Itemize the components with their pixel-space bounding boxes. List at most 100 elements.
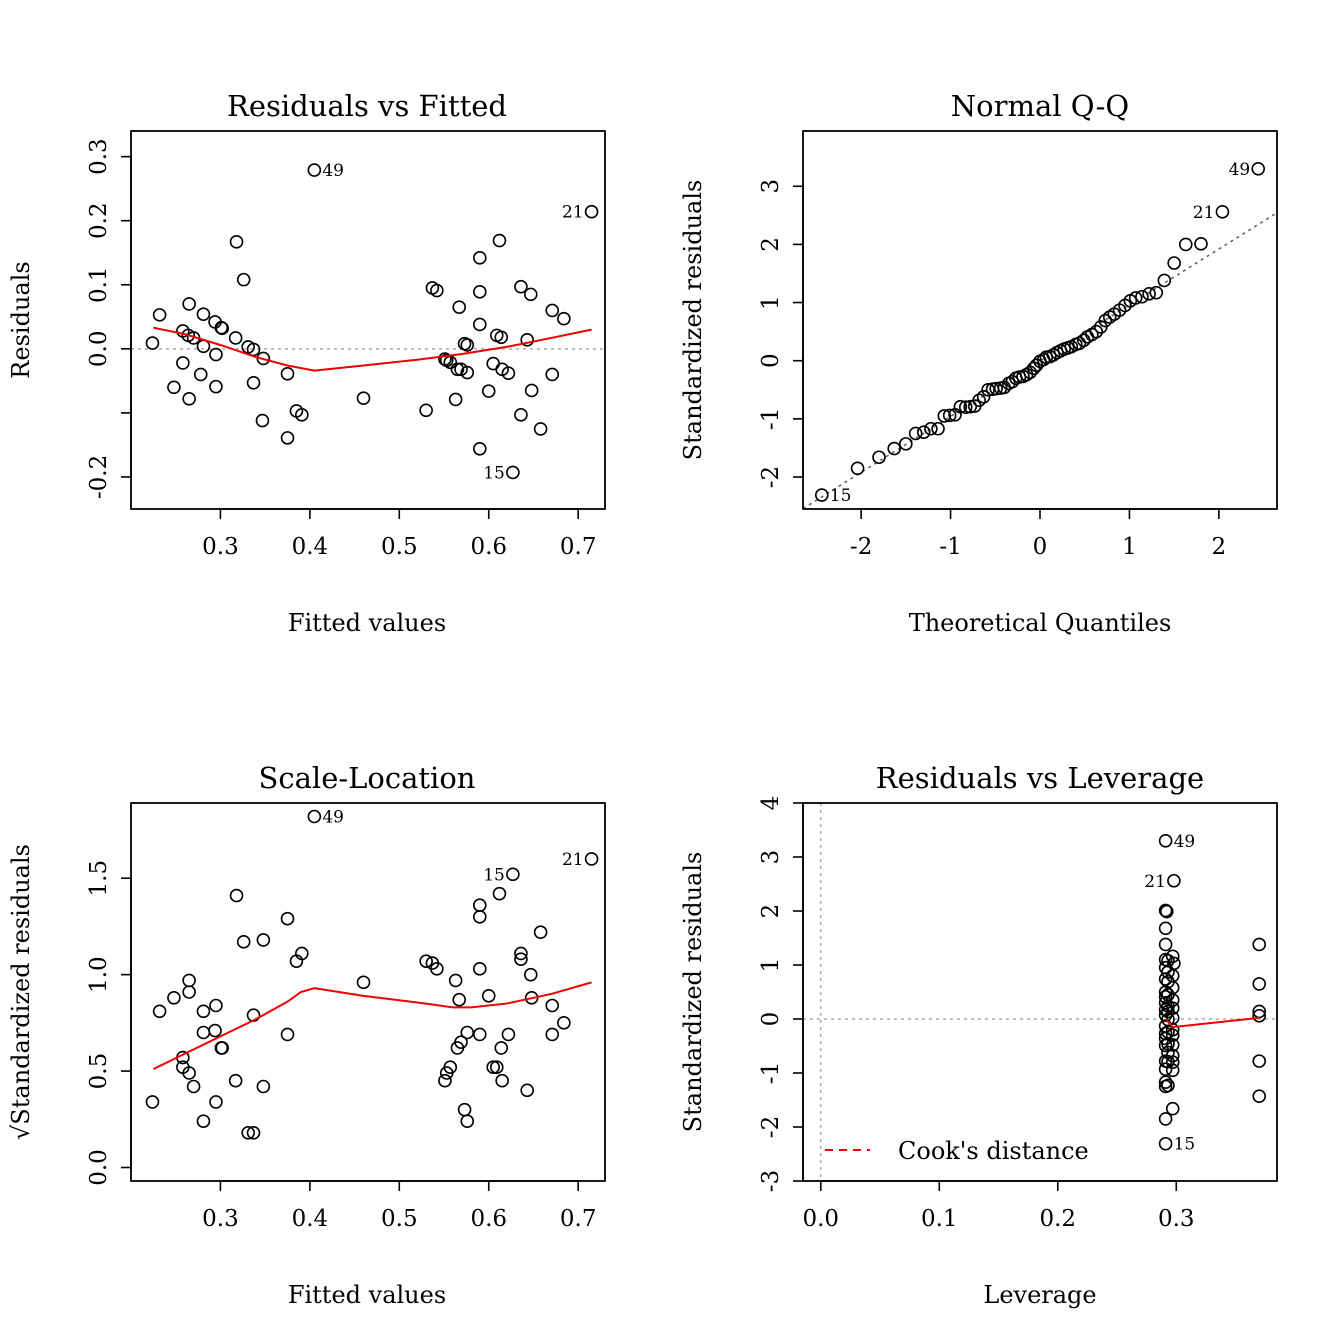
data-point: [280, 1027, 295, 1042]
y-tick-label: -0.2: [86, 455, 112, 499]
data-point: [514, 408, 528, 422]
data-point: [307, 809, 322, 824]
data-point: [976, 389, 991, 404]
outlier-label: 21: [1193, 203, 1215, 223]
data-point: [1158, 1112, 1173, 1126]
data-point: [1161, 1037, 1175, 1051]
data-point: [494, 1041, 509, 1055]
data-point: [448, 392, 463, 407]
data-point: [1005, 374, 1020, 389]
data-point: [942, 408, 957, 423]
data-point: [246, 1125, 261, 1140]
data-point: [460, 1114, 475, 1129]
y-tick-label: 1.5: [86, 860, 112, 897]
data-point: [152, 308, 167, 322]
data-point: [1252, 977, 1267, 991]
x-tick-label: 1: [1122, 534, 1137, 560]
data-point: [452, 992, 467, 1007]
outlier-label: 15: [483, 865, 505, 885]
smoother-line: [153, 326, 592, 372]
data-point: [514, 946, 528, 961]
data-point: [307, 163, 322, 177]
data-point: [457, 1102, 472, 1117]
data-point: [452, 300, 467, 314]
point-labels: 49 21 15: [830, 160, 1250, 506]
data-point: [1135, 289, 1149, 304]
data-point: [584, 204, 599, 219]
data-point: [236, 272, 251, 287]
x-tick-label: 0.5: [381, 1206, 418, 1232]
data-point: [494, 330, 509, 345]
data-point: [255, 413, 270, 428]
data-point: [931, 421, 945, 436]
data-point: [963, 399, 978, 414]
panel-title: Residuals vs Leverage: [876, 761, 1204, 795]
data-point: [209, 379, 223, 394]
data-point: [506, 867, 520, 882]
data-point: [196, 1004, 211, 1019]
data-point: [887, 441, 902, 456]
x-tick-label: 0.6: [470, 534, 507, 560]
x-tick-label: 0.7: [560, 534, 597, 560]
data-point: [448, 973, 463, 988]
data-point: [523, 967, 538, 982]
data-point: [1158, 921, 1173, 936]
panel-residuals-vs-leverage: Residuals vs Leverage Leverage Standardi…: [679, 761, 1278, 1309]
x-tick-label: 0: [1033, 534, 1048, 560]
data-point: [492, 233, 507, 248]
data-point: [1158, 903, 1173, 918]
panel-title: Normal Q-Q: [951, 89, 1129, 123]
data-point: [1089, 324, 1104, 339]
x-tick-label: 0.0: [802, 1206, 839, 1232]
data-point: [450, 362, 465, 377]
x-axis-label: Fitted values: [288, 609, 446, 637]
data-point: [209, 1095, 223, 1109]
plot-frame: [130, 130, 606, 510]
data-point: [1149, 285, 1164, 300]
data-point: [1158, 833, 1173, 848]
y-tick-label: 1: [758, 295, 784, 310]
data-point: [545, 998, 560, 1013]
data-point: [1252, 1004, 1267, 1019]
y-tick-label: -3: [758, 1170, 784, 1192]
data-point: [182, 973, 196, 988]
outlier-label: 21: [562, 203, 584, 223]
data-point: [289, 954, 304, 968]
data-point: [229, 235, 244, 249]
data-point: [182, 1066, 196, 1080]
outlier-label: 15: [1174, 1135, 1196, 1155]
data-point: [356, 975, 371, 990]
data-point: [472, 1027, 487, 1042]
data-point: [545, 1027, 560, 1042]
data-point: [524, 383, 539, 398]
y-tick-label: 0.3: [86, 138, 112, 175]
y-tick-label: 3: [758, 850, 784, 865]
y-tick-label: 0: [758, 1012, 784, 1027]
axis-ticks: 0.0 0.1 0.2 0.3 -3 -2 -1 0 1 2 3 4: [758, 796, 1195, 1232]
x-tick-label: 0.3: [1158, 1206, 1195, 1232]
plot-frame: [802, 802, 1278, 1182]
data-point: [1194, 237, 1208, 251]
data-point: [501, 1027, 516, 1042]
data-point: [1158, 1075, 1173, 1089]
outlier-label: 49: [322, 161, 344, 181]
data-point: [472, 898, 487, 913]
data-point: [460, 365, 475, 380]
data-point: [256, 1079, 271, 1094]
data-point: [1158, 1003, 1173, 1017]
data-point: [514, 279, 528, 294]
outlier-label: 49: [1229, 160, 1251, 180]
data-point: [1158, 1038, 1173, 1053]
y-tick-label: 0.1: [86, 266, 112, 303]
panel-scale-location: Scale-Location Fitted values √Standardiz…: [7, 761, 606, 1309]
data-point: [196, 1025, 211, 1040]
data-point: [450, 1041, 465, 1055]
plot-frame: [130, 802, 606, 1182]
data-point: [430, 962, 444, 976]
outlier-label: 15: [483, 463, 505, 483]
y-axis-label-text: √Standardized residuals: [7, 844, 35, 1140]
data-point: [481, 384, 496, 398]
data-point: [241, 1125, 255, 1140]
y-tick-label: -2: [758, 466, 784, 488]
data-point: [533, 925, 548, 940]
